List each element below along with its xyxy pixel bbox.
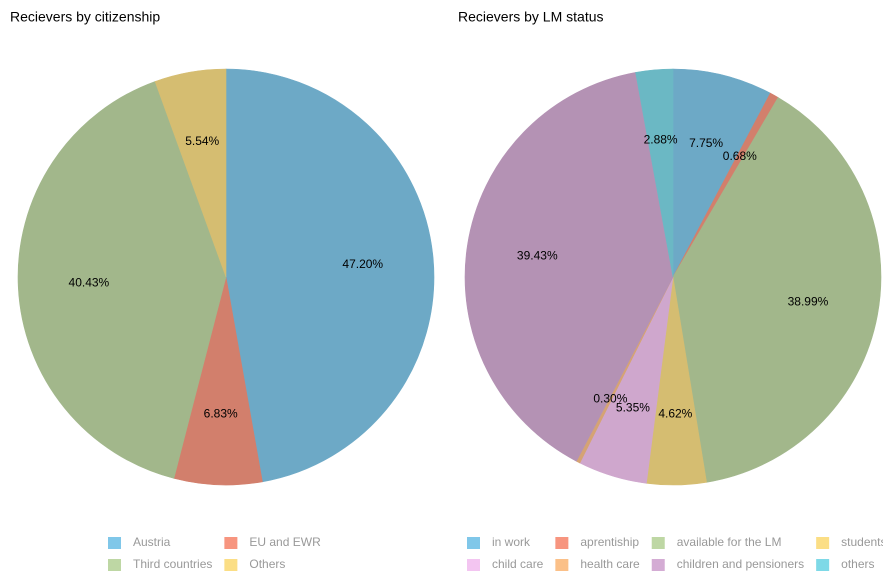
legend-label: children and pensioners xyxy=(677,557,804,571)
legend-swatch xyxy=(108,559,121,571)
data-label: 38.99% xyxy=(788,294,829,308)
pie-slice xyxy=(672,97,882,483)
data-label: 0.68% xyxy=(723,149,757,163)
data-label: 7.75% xyxy=(689,136,723,150)
legend-label: Others xyxy=(249,557,285,571)
pie-slice xyxy=(635,68,674,278)
data-label: 2.88% xyxy=(644,132,678,146)
legend-swatch xyxy=(651,559,665,571)
legend-swatch xyxy=(651,537,665,549)
data-label: 5.54% xyxy=(185,134,219,148)
legend-label: students xyxy=(841,535,883,549)
legend-swatch xyxy=(555,537,569,549)
data-label: 0.30% xyxy=(593,391,627,405)
legend-label: child care xyxy=(492,557,544,571)
legend-label: Third countries xyxy=(133,557,212,571)
legend-label: available for the LM xyxy=(677,535,782,549)
chart-title: Recievers by LM status xyxy=(458,9,604,25)
data-label: 47.20% xyxy=(342,257,383,271)
data-label: 5.35% xyxy=(616,400,650,414)
legend-swatch xyxy=(816,559,830,571)
legend-label: Austria xyxy=(133,535,171,549)
legend-label: EU and EWR xyxy=(249,535,321,549)
data-label: 6.83% xyxy=(204,406,238,420)
data-label: 39.43% xyxy=(517,249,558,263)
pie-slice xyxy=(154,68,227,278)
legend-label: health care xyxy=(580,557,640,571)
legend-label: others xyxy=(841,557,874,571)
pie-slice xyxy=(17,81,227,479)
legend-swatch xyxy=(224,559,238,571)
pie-slice xyxy=(672,68,771,278)
chart-title: Recievers by citizenship xyxy=(10,9,160,25)
data-label: 40.43% xyxy=(69,276,110,290)
legend-swatch xyxy=(467,559,480,571)
legend-swatch xyxy=(555,559,569,571)
legend-label: in work xyxy=(492,535,531,549)
legend-swatch xyxy=(108,537,121,549)
legend-swatch xyxy=(816,537,830,549)
legend-swatch xyxy=(224,537,238,549)
data-label: 4.62% xyxy=(658,406,692,420)
legend-label: aprentiship xyxy=(580,535,639,549)
pie-slice xyxy=(225,68,435,483)
legend-swatch xyxy=(467,537,480,549)
pie-slice xyxy=(464,72,674,462)
